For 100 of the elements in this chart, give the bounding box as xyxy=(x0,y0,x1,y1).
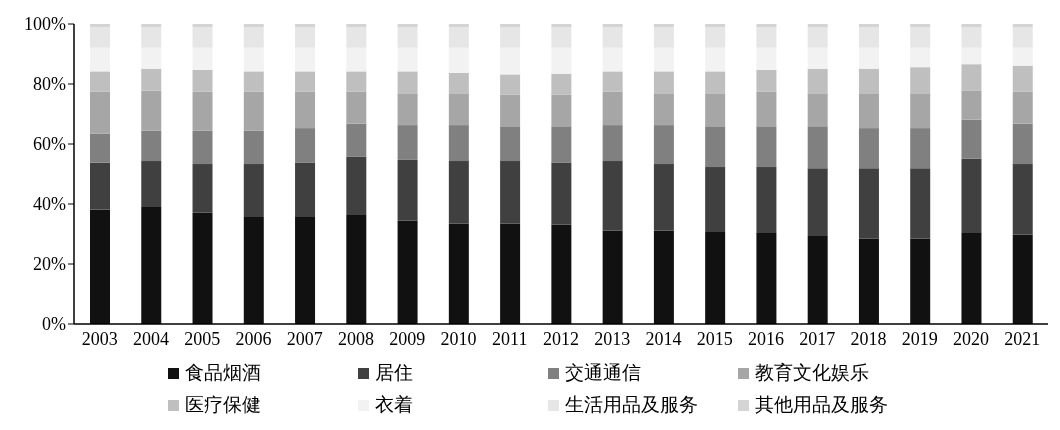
bar xyxy=(346,91,367,124)
bar xyxy=(602,71,623,92)
bar xyxy=(1012,65,1033,92)
x-tick-label: 2018 xyxy=(850,328,887,349)
bar xyxy=(295,128,316,163)
bar xyxy=(243,216,264,324)
bar xyxy=(602,125,623,162)
bar xyxy=(141,161,162,207)
bar xyxy=(141,207,162,324)
bar xyxy=(756,69,777,92)
bar xyxy=(961,119,982,159)
legend-label: 食品烟酒 xyxy=(185,361,261,385)
bar xyxy=(705,71,726,94)
bar xyxy=(141,90,162,131)
bar xyxy=(141,68,162,91)
x-tick-label: 2020 xyxy=(953,328,990,349)
legend-label: 交通通信 xyxy=(565,361,641,385)
bar xyxy=(807,126,828,169)
bar xyxy=(397,159,418,221)
x-tick-label: 2003 xyxy=(81,328,118,349)
bar xyxy=(192,130,213,165)
x-tick-label: 2014 xyxy=(645,328,682,349)
bar xyxy=(551,126,572,163)
bar xyxy=(756,91,777,127)
bar xyxy=(807,93,828,127)
bar xyxy=(807,68,828,94)
bar xyxy=(1012,91,1033,124)
x-tick-label: 2008 xyxy=(337,328,374,349)
bar xyxy=(141,130,162,162)
bar xyxy=(295,91,316,129)
bar xyxy=(192,91,213,131)
bar xyxy=(448,72,469,94)
bar xyxy=(705,126,726,168)
bar xyxy=(653,93,674,126)
y-tick-label: 20% xyxy=(33,254,66,275)
x-tick-label: 2017 xyxy=(799,328,836,349)
bar xyxy=(295,162,316,217)
legend-label: 衣着 xyxy=(375,393,413,417)
bar xyxy=(858,68,879,94)
bar xyxy=(448,93,469,126)
bar xyxy=(448,125,469,162)
bar xyxy=(551,162,572,225)
y-tick-label: 0% xyxy=(42,314,66,335)
bar xyxy=(295,71,316,92)
bar xyxy=(858,238,879,324)
bar xyxy=(910,67,931,94)
bar xyxy=(397,71,418,94)
bar xyxy=(653,125,674,165)
bar xyxy=(961,64,982,91)
bar xyxy=(1012,123,1033,165)
x-tick-label: 2011 xyxy=(492,328,528,349)
bar xyxy=(243,130,264,165)
bar xyxy=(192,164,213,213)
bar xyxy=(756,167,777,234)
bar xyxy=(500,74,521,95)
bar xyxy=(500,94,521,127)
bar xyxy=(551,73,572,95)
legend-label: 教育文化娱乐 xyxy=(755,361,869,385)
bar xyxy=(90,162,110,210)
bar xyxy=(807,236,828,324)
x-tick-label: 2006 xyxy=(235,328,272,349)
x-tick-label: 2013 xyxy=(594,328,631,349)
bar xyxy=(910,168,931,239)
bar xyxy=(346,71,367,92)
bar xyxy=(1012,234,1033,324)
y-tick-label: 40% xyxy=(33,194,66,215)
bar xyxy=(243,164,264,217)
bar xyxy=(858,93,879,129)
bar xyxy=(448,223,469,324)
bar xyxy=(346,215,367,324)
x-tick-label: 2016 xyxy=(748,328,785,349)
legend-label: 生活用品及服务 xyxy=(565,393,698,417)
bar xyxy=(653,230,674,324)
bar xyxy=(90,91,110,134)
x-tick-label: 2019 xyxy=(901,328,938,349)
bar xyxy=(961,158,982,234)
bar xyxy=(602,91,623,126)
bar xyxy=(858,128,879,169)
x-tick-label: 2007 xyxy=(286,328,323,349)
bar xyxy=(756,126,777,168)
bar xyxy=(705,93,726,127)
bar xyxy=(397,93,418,126)
bar xyxy=(448,161,469,224)
bar xyxy=(602,230,623,324)
y-tick-label: 60% xyxy=(33,134,66,155)
bar xyxy=(295,216,316,324)
bar xyxy=(500,223,521,324)
legend-label: 居住 xyxy=(375,361,413,385)
bar xyxy=(961,233,982,324)
bar xyxy=(346,123,367,157)
bar xyxy=(653,71,674,94)
bar xyxy=(346,156,367,216)
bar xyxy=(551,94,572,127)
bar xyxy=(602,161,623,231)
bar xyxy=(910,93,931,129)
y-tick-label: 80% xyxy=(33,74,66,95)
x-tick-label: 2009 xyxy=(389,328,426,349)
x-tick-label: 2015 xyxy=(696,328,733,349)
bar xyxy=(653,164,674,231)
bar xyxy=(858,168,879,239)
